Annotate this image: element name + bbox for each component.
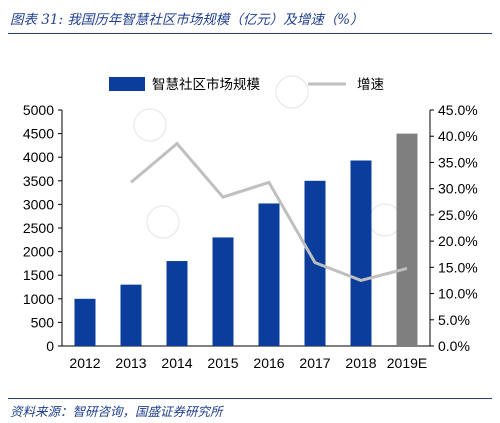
left-tick-label: 2500: [23, 220, 54, 236]
bar-series: [74, 133, 418, 346]
left-tick-label: 2000: [23, 244, 54, 260]
bar-2019E: [396, 133, 418, 346]
growth-line-series: [130, 141, 408, 282]
right-tick-label: 45.0%: [438, 102, 478, 118]
right-tick-label: 25.0%: [438, 207, 478, 223]
right-tick-label: 5.0%: [438, 312, 470, 328]
right-tick-label: 15.0%: [438, 259, 478, 275]
source-note: 资料来源：智研咨询，国盛证券研究所: [10, 404, 223, 419]
right-tick-label: 30.0%: [438, 181, 478, 197]
legend-swatch-bar: [109, 77, 145, 91]
bar-2016: [258, 203, 280, 346]
growth-line: [130, 141, 408, 282]
left-tick-label: 4000: [23, 149, 54, 165]
right-tick-label: 35.0%: [438, 154, 478, 170]
axes: [58, 109, 434, 347]
x-tick-label: 2016: [253, 355, 284, 371]
figure-title: 图表 31: 我国历年智慧社区市场规模（亿元）及增速（%）: [10, 12, 364, 28]
left-tick-label: 1500: [23, 267, 54, 283]
legend: 智慧社区市场规模 增速: [109, 76, 384, 93]
x-tick-label: 2019E: [387, 355, 427, 371]
left-tick-label: 500: [31, 314, 55, 330]
legend-label-line: 增速: [357, 77, 384, 93]
title-rule: [8, 33, 492, 34]
left-tick-label: 4500: [23, 126, 54, 142]
left-tick-label: 1000: [23, 291, 54, 307]
bar-2014: [166, 261, 188, 346]
bar-2013: [120, 284, 142, 346]
bar-2012: [74, 298, 96, 346]
bar-2015: [212, 237, 234, 346]
left-tick-label: 3000: [23, 196, 54, 212]
tick-labels: 0 500 1000 1500 2000 2500 3000 3500 4000 4500 5000…: [23, 102, 478, 371]
x-tick-label: 2013: [115, 355, 146, 371]
x-tick-label: 2014: [161, 355, 192, 371]
left-tick-label: 0: [46, 338, 54, 354]
legend-label-bar: 智慧社区市场规模: [152, 76, 260, 93]
left-tick-label: 3500: [23, 173, 54, 189]
bar-2018: [350, 160, 372, 346]
right-tick-label: 0.0%: [438, 338, 470, 354]
right-tick-label: 40.0%: [438, 128, 478, 144]
source-rule: [8, 398, 492, 399]
x-tick-label: 2017: [299, 355, 330, 371]
left-tick-label: 5000: [23, 102, 54, 118]
right-tick-label: 10.0%: [438, 286, 478, 302]
x-tick-label: 2012: [69, 355, 100, 371]
x-tick-label: 2018: [345, 355, 376, 371]
x-tick-label: 2015: [207, 355, 238, 371]
right-tick-label: 20.0%: [438, 233, 478, 249]
